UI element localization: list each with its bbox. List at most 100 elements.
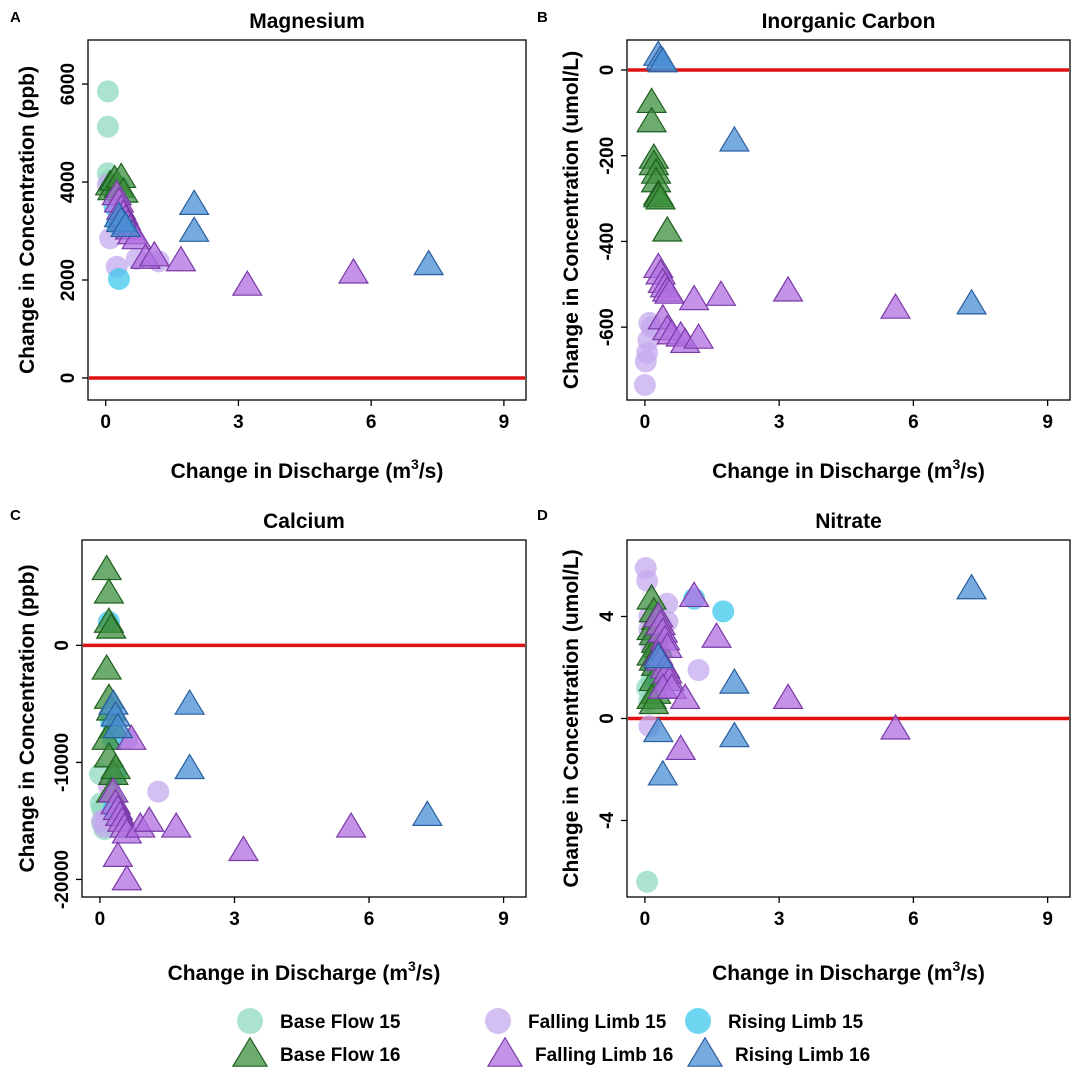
- x-tick-label: 3: [233, 412, 244, 433]
- data-point: [956, 288, 988, 315]
- y-tick-label: -20000: [52, 850, 73, 909]
- data-point: [96, 115, 119, 138]
- y-tick-label: -4: [597, 812, 618, 829]
- legend-label: Base Flow 16: [280, 1045, 400, 1066]
- legend-label: Falling Limb 15: [528, 1012, 667, 1033]
- data-point: [147, 780, 170, 803]
- data-point: [100, 753, 132, 780]
- panel-letter: A: [10, 9, 21, 26]
- x-tick-label: 0: [95, 909, 106, 930]
- x-tick-label: 0: [640, 412, 651, 433]
- data-point: [165, 245, 197, 272]
- legend-marker: [231, 1036, 269, 1067]
- data-point: [413, 249, 445, 276]
- data-point: [96, 80, 119, 103]
- data-point: [227, 835, 259, 862]
- y-tick-label: -600: [597, 308, 618, 346]
- y-tick-label: 2000: [58, 259, 79, 301]
- panel-letter: C: [10, 507, 21, 524]
- y-tick-label: 6000: [58, 63, 79, 105]
- series-falling-limb-16: [101, 179, 369, 296]
- data-point: [712, 600, 735, 623]
- data-point: [231, 269, 263, 296]
- x-tick-label: 6: [366, 412, 377, 433]
- data-point: [654, 277, 686, 304]
- x-tick-label: 9: [1042, 412, 1053, 433]
- y-axis-label: Change in Concentration (umol/L): [560, 549, 583, 887]
- data-point: [91, 554, 123, 581]
- legend-marker: [686, 1036, 724, 1067]
- data-point: [669, 683, 701, 710]
- legend-item-base-flow-16: Base Flow 16: [231, 1036, 400, 1067]
- data-point: [772, 275, 804, 302]
- y-tick-label: 0: [58, 373, 79, 384]
- y-tick-label: 0: [52, 640, 73, 651]
- series-base-flow-16: [91, 554, 132, 803]
- data-point: [683, 322, 715, 349]
- x-tick-label: 9: [498, 909, 509, 930]
- data-point: [633, 374, 656, 396]
- legend: Base Flow 15 Falling Limb 15 Rising Limb 1…: [231, 1008, 870, 1067]
- legend-item-rising-limb-16: Rising Limb 16: [686, 1036, 870, 1067]
- data-point: [642, 716, 674, 743]
- plot-frame: [626, 39, 1071, 401]
- y-tick-label: -400: [597, 222, 618, 260]
- data-point: [174, 688, 206, 715]
- x-tick-label: 0: [640, 909, 651, 930]
- series-falling-limb-16: [642, 252, 911, 354]
- data-point: [700, 621, 732, 648]
- data-point: [647, 759, 679, 786]
- data-point: [95, 612, 127, 639]
- x-tick-label: 6: [364, 909, 375, 930]
- data-point: [411, 800, 443, 826]
- data-point: [636, 870, 659, 893]
- data-point: [111, 864, 143, 891]
- data-point: [718, 125, 750, 152]
- series-rising-limb-16: [642, 573, 988, 786]
- panel-c: C Calcium 0 3 6 9 0 -10000 -20000 Change in Disch…: [10, 507, 527, 985]
- legend-label: Falling Limb 16: [535, 1045, 673, 1066]
- data-point: [718, 721, 750, 748]
- x-tick-label: 6: [908, 412, 919, 433]
- x-tick-label: 9: [1042, 909, 1053, 930]
- legend-item-falling-limb-15: Falling Limb 15: [485, 1008, 667, 1034]
- y-tick-label: -10000: [52, 733, 73, 792]
- y-tick-label: 0: [597, 65, 618, 76]
- y-axis-label: Change in Concentration (ppb): [16, 66, 39, 374]
- data-point: [956, 573, 988, 600]
- x-axis-label: Change in Discharge (m3/s): [171, 456, 444, 483]
- chart-title: Magnesium: [249, 10, 365, 33]
- legend-item-rising-limb-15: Rising Limb 15: [685, 1008, 864, 1034]
- data-point: [647, 46, 679, 73]
- y-tick-label: 0: [597, 713, 618, 724]
- x-tick-label: 0: [100, 412, 111, 433]
- data-point: [636, 569, 659, 592]
- data-point: [656, 672, 688, 699]
- panel-letter: D: [537, 507, 548, 524]
- data-point: [107, 268, 130, 291]
- data-point: [638, 688, 670, 715]
- legend-marker: [685, 1008, 711, 1034]
- data-point: [687, 659, 710, 682]
- data-point: [138, 240, 170, 267]
- data-point: [174, 753, 206, 780]
- legend-marker: [486, 1036, 524, 1067]
- chart-title: Inorganic Carbon: [762, 10, 936, 33]
- data-point: [160, 811, 192, 838]
- x-axis-label: Change in Discharge (m3/s): [712, 958, 985, 985]
- legend-item-falling-limb-16: Falling Limb 16: [486, 1036, 673, 1067]
- series-falling-limb-16: [97, 724, 367, 891]
- data-point: [133, 806, 165, 832]
- panel-b: B Inorganic Carbon 0 3 6 9 0 -200 -400 -600 Change…: [537, 9, 1071, 483]
- panel-letter: B: [537, 9, 548, 26]
- data-point: [718, 667, 750, 694]
- x-tick-label: 3: [229, 909, 240, 930]
- legend-label: Base Flow 15: [280, 1012, 401, 1033]
- data-point: [178, 216, 210, 242]
- data-point: [335, 811, 367, 838]
- data-point: [337, 257, 369, 284]
- series-rising-limb-16: [103, 189, 445, 276]
- x-axis-label: Change in Discharge (m3/s): [712, 456, 985, 483]
- data-point: [705, 280, 737, 306]
